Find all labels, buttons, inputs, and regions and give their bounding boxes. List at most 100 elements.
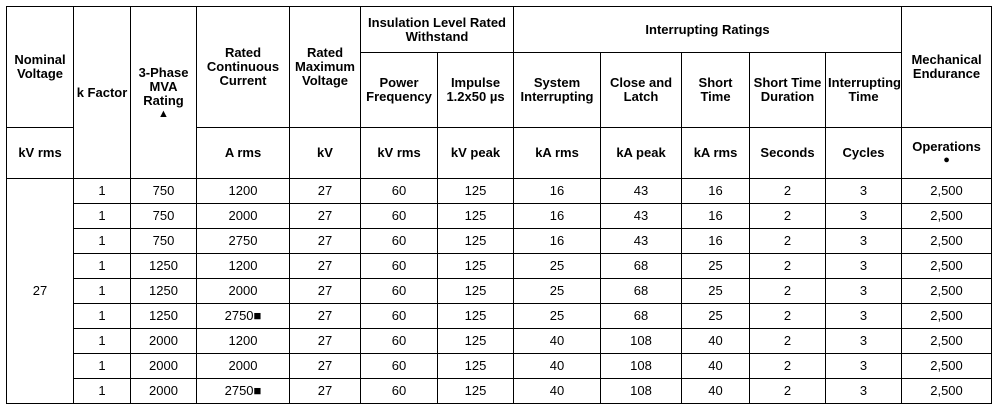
ratings-table-body: 27 1 750 1200 27 60 125 16 43 16 2 3 2,500 1 750 2000 27…: [6, 178, 993, 404]
cell-impulse: 125: [436, 178, 515, 204]
header-close-and-latch: Close and Latch: [600, 52, 683, 128]
cell-interrupting-time: 3: [825, 353, 903, 379]
header-insulation-level: Insulation Level Rated Withstand: [359, 6, 515, 53]
header-mva-rating: 3-Phase MVA Rating ▲: [130, 6, 197, 179]
cell-mechanical-endurance: 2,500: [901, 178, 993, 204]
bullet-icon: ●: [943, 154, 950, 166]
unit-rated-maximum-voltage: kV: [289, 127, 361, 179]
table-row: 1 2000 1200 27 60 125 40 108 40 2 3 2,500: [7, 328, 993, 354]
unit-power-frequency: kV rms: [360, 127, 438, 179]
cell-close-and-latch: 68: [600, 303, 683, 329]
cell-mva-rating: 750: [130, 203, 197, 229]
cell-close-and-latch: 108: [600, 353, 683, 379]
unit-short-time: kA rms: [681, 127, 751, 179]
cell-short-time: 16: [681, 228, 751, 254]
cell-k-factor: 1: [73, 303, 131, 329]
cell-mechanical-endurance: 2,500: [901, 353, 993, 379]
cell-maximum-voltage: 27: [289, 278, 361, 304]
cell-continuous-current: 2000: [196, 203, 290, 229]
cell-close-and-latch: 108: [600, 378, 683, 404]
cell-short-time-duration: 2: [749, 378, 827, 404]
table-row: 1 750 2000 27 60 125 16 43 16 2 3 2,500: [7, 203, 993, 229]
cell-system-interrupting: 25: [513, 303, 602, 329]
cell-mva-rating: 2000: [130, 328, 197, 354]
cell-mva-rating: 750: [130, 228, 197, 254]
cell-interrupting-time: 3: [825, 303, 903, 329]
cell-impulse: 125: [436, 303, 515, 329]
cell-interrupting-time: 3: [825, 278, 903, 304]
cell-k-factor: 1: [73, 278, 131, 304]
cell-impulse: 125: [436, 228, 515, 254]
cell-maximum-voltage: 27: [289, 178, 361, 204]
cell-maximum-voltage: 27: [289, 328, 361, 354]
unit-close-and-latch: kA peak: [600, 127, 683, 179]
cell-maximum-voltage: 27: [289, 228, 361, 254]
table-row: 1 2000 2000 27 60 125 40 108 40 2 3 2,500: [7, 353, 993, 379]
header-power-frequency: Power Frequency: [360, 52, 438, 128]
triangle-icon: ▲: [158, 107, 169, 120]
cell-continuous-current: 1200: [196, 178, 290, 204]
header-impulse: Impulse 1.2x50 µs: [436, 52, 515, 128]
cell-power-frequency: 60: [360, 178, 438, 204]
cell-interrupting-time: 3: [825, 178, 903, 204]
unit-short-time-duration: Seconds: [749, 127, 827, 179]
cell-impulse: 125: [436, 328, 515, 354]
header-k-factor: k Factor: [73, 6, 131, 179]
header-row-sub: Power Frequency Impulse 1.2x50 µs System…: [7, 52, 992, 128]
ratings-table-container: Nominal Voltage k Factor 3-Phase MVA Rat…: [6, 6, 993, 404]
cell-mva-rating: 1250: [130, 253, 197, 279]
cell-power-frequency: 60: [360, 328, 438, 354]
unit-interrupting-time: Cycles: [825, 127, 903, 179]
cell-short-time-duration: 2: [749, 328, 827, 354]
cell-system-interrupting: 16: [513, 178, 602, 204]
cell-short-time: 40: [681, 353, 751, 379]
cell-power-frequency: 60: [360, 303, 438, 329]
cell-k-factor: 1: [73, 203, 131, 229]
nominal-voltage-value: 27: [6, 178, 74, 404]
cell-system-interrupting: 40: [513, 378, 602, 404]
unit-system-interrupting: kA rms: [513, 127, 602, 179]
cell-close-and-latch: 43: [600, 228, 683, 254]
cell-system-interrupting: 40: [513, 353, 602, 379]
cell-power-frequency: 60: [360, 203, 438, 229]
cell-k-factor: 1: [73, 378, 131, 404]
cell-power-frequency: 60: [360, 278, 438, 304]
cell-short-time-duration: 2: [749, 353, 827, 379]
cell-continuous-current: 2750: [196, 228, 290, 254]
cell-system-interrupting: 16: [513, 228, 602, 254]
header-row-top: Nominal Voltage k Factor 3-Phase MVA Rat…: [6, 6, 993, 179]
cell-mva-rating: 1250: [130, 278, 197, 304]
header-short-time-duration: Short Time Duration: [749, 52, 827, 128]
cell-continuous-current: 2750■: [196, 378, 290, 404]
table-row: 1 1250 2750■ 27 60 125 25 68 25 2 3 2,500: [7, 303, 993, 329]
unit-impulse: kV peak: [436, 127, 515, 179]
cell-mechanical-endurance: 2,500: [901, 328, 993, 354]
cell-short-time: 40: [681, 378, 751, 404]
cell-power-frequency: 60: [360, 228, 438, 254]
cell-interrupting-time: 3: [825, 378, 903, 404]
unit-rated-continuous-current: A rms: [196, 127, 290, 179]
cell-continuous-current: 1200: [196, 253, 290, 279]
cell-short-time-duration: 2: [749, 203, 827, 229]
cell-mva-rating: 2000: [130, 353, 197, 379]
cell-k-factor: 1: [73, 253, 131, 279]
cell-mva-rating: 750: [130, 178, 197, 204]
header-nominal-voltage: Nominal Voltage: [6, 6, 74, 128]
cell-interrupting-time: 3: [825, 328, 903, 354]
cell-close-and-latch: 68: [600, 278, 683, 304]
cell-close-and-latch: 43: [600, 178, 683, 204]
table-row: 1 1250 2000 27 60 125 25 68 25 2 3 2,500: [7, 278, 993, 304]
cell-maximum-voltage: 27: [289, 253, 361, 279]
cell-maximum-voltage: 27: [289, 353, 361, 379]
cell-close-and-latch: 43: [600, 203, 683, 229]
cell-short-time: 25: [681, 278, 751, 304]
cell-short-time-duration: 2: [749, 178, 827, 204]
cell-mva-rating: 2000: [130, 378, 197, 404]
cell-power-frequency: 60: [360, 253, 438, 279]
cell-system-interrupting: 16: [513, 203, 602, 229]
cell-impulse: 125: [436, 278, 515, 304]
header-interrupting-time: Interrupting Time: [825, 52, 903, 128]
header-mechanical-endurance: Mechanical Endurance: [901, 6, 993, 128]
cell-power-frequency: 60: [360, 378, 438, 404]
table-row: 1 1250 1200 27 60 125 25 68 25 2 3 2,500: [7, 253, 993, 279]
